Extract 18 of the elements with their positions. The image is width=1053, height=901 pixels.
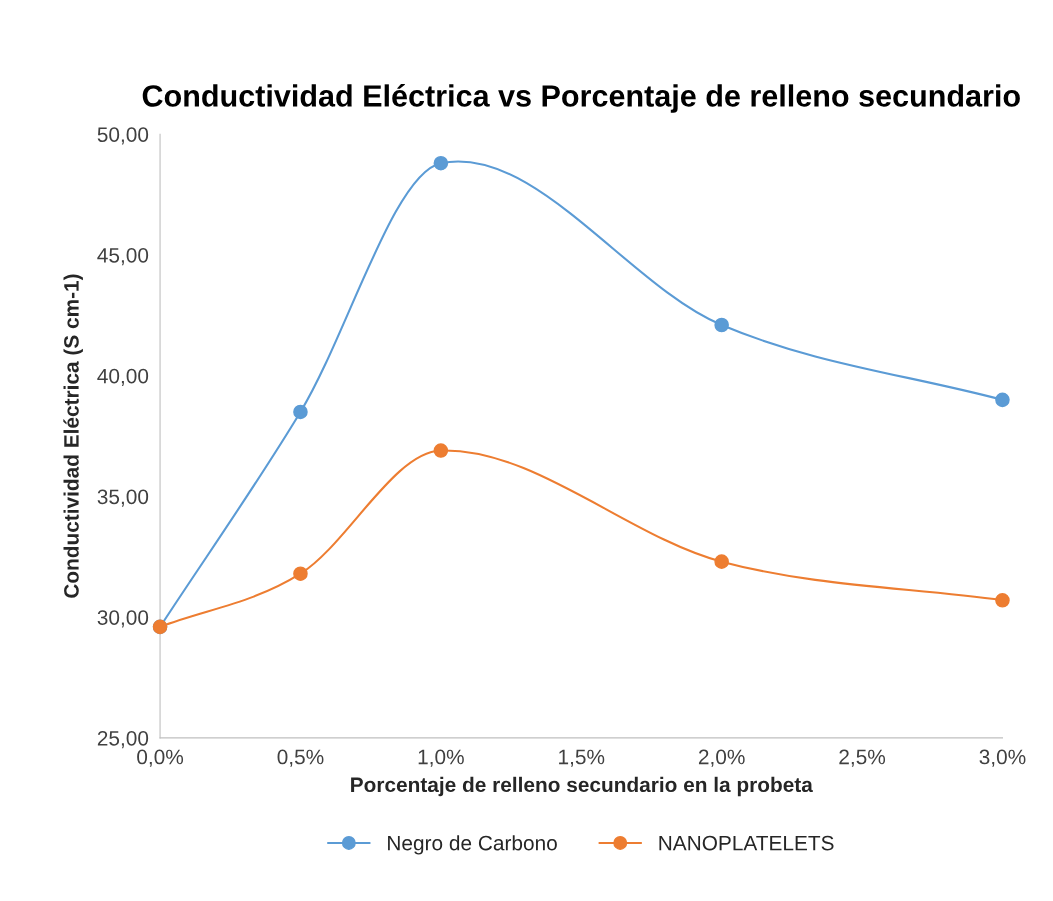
x-tick-label: 0,5% bbox=[277, 749, 324, 767]
legend-label: NANOPLATELETS bbox=[659, 835, 834, 851]
x-tick-label: 1,0% bbox=[418, 749, 464, 767]
y-tick-label: 25,00 bbox=[97, 730, 149, 749]
x-tick-label: 3,0% bbox=[979, 749, 1026, 767]
y-tick-label: 45,00 bbox=[97, 247, 149, 266]
legend-label: Negro de Carbono bbox=[388, 835, 557, 855]
y-tick-label: 30,00 bbox=[97, 610, 149, 628]
x-tick-label: 1,5% bbox=[559, 749, 605, 767]
y-tick-label: 35,00 bbox=[97, 489, 149, 507]
x-tick-label: 2,0% bbox=[698, 749, 745, 767]
x-tick-label: 0,0% bbox=[137, 749, 184, 767]
chart-title: Conductividad Eléctrica vs Porcentaje de relleno secundario bbox=[142, 84, 1020, 113]
y-axis-title: Conductividad Eléctrica (S cm-1) bbox=[63, 274, 83, 598]
x-tick-label: 2,5% bbox=[839, 749, 886, 767]
y-tick-label: 40,00 bbox=[97, 368, 149, 386]
y-tick-label: 50,00 bbox=[97, 127, 149, 145]
x-axis-title: Porcentaje de relleno secundario en la probeta bbox=[351, 776, 813, 797]
